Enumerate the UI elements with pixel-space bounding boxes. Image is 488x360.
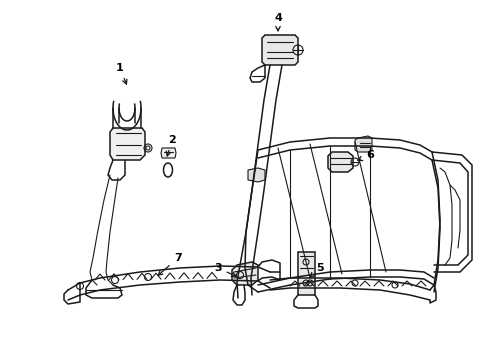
- Text: 4: 4: [273, 13, 282, 31]
- Polygon shape: [231, 262, 258, 285]
- Text: 1: 1: [116, 63, 126, 84]
- Text: 6: 6: [357, 150, 373, 161]
- Polygon shape: [247, 168, 264, 182]
- Text: 7: 7: [158, 253, 182, 275]
- Polygon shape: [110, 128, 145, 160]
- Polygon shape: [327, 152, 352, 172]
- Text: 5: 5: [309, 263, 323, 277]
- Text: 2: 2: [166, 135, 176, 156]
- Polygon shape: [262, 35, 297, 65]
- Text: 3: 3: [214, 263, 236, 276]
- Polygon shape: [297, 252, 314, 295]
- Polygon shape: [161, 148, 176, 158]
- Polygon shape: [354, 136, 371, 152]
